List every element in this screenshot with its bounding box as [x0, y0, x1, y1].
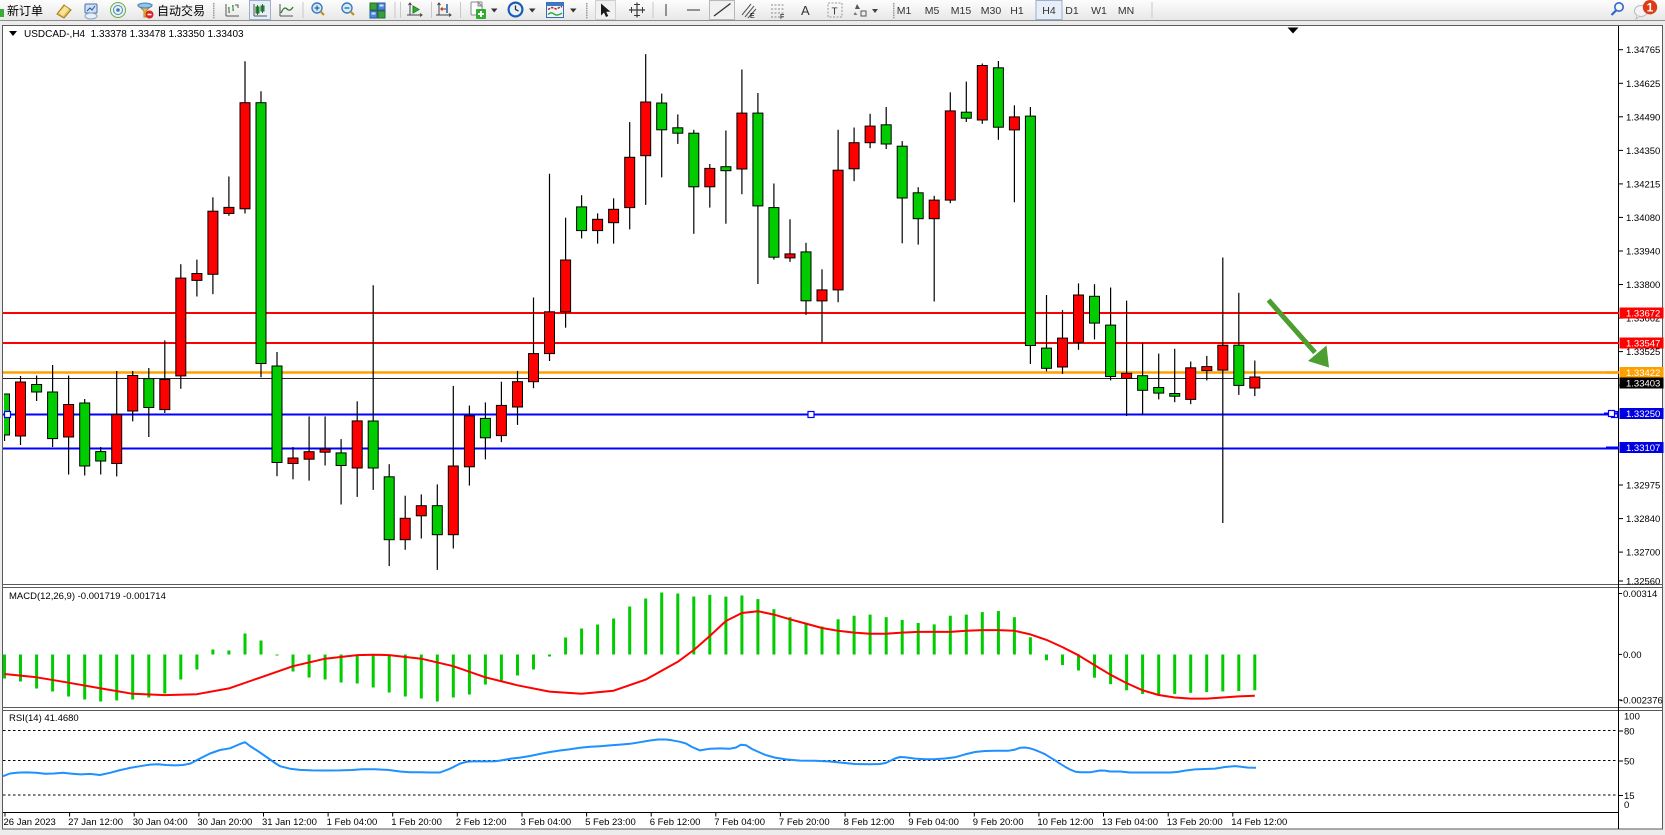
svg-text:50: 50 — [1624, 757, 1635, 768]
svg-text:15: 15 — [1624, 791, 1635, 802]
svg-text:M5: M5 — [925, 5, 940, 17]
svg-text:1.32560: 1.32560 — [1626, 577, 1660, 588]
svg-text:自动交易: 自动交易 — [157, 3, 205, 18]
svg-text:USDCAD-,H4 1.33378 1.33478 1.: USDCAD-,H4 1.33378 1.33478 1.33350 1.334… — [24, 29, 244, 40]
svg-text:1.34625: 1.34625 — [1626, 79, 1660, 90]
svg-text:9 Feb 20:00: 9 Feb 20:00 — [973, 817, 1024, 828]
svg-text:7 Feb 04:00: 7 Feb 04:00 — [714, 817, 765, 828]
svg-text:7 Feb 20:00: 7 Feb 20:00 — [779, 817, 830, 828]
svg-text:1.32975: 1.32975 — [1626, 481, 1660, 492]
svg-text:E: E — [750, 13, 755, 20]
svg-text:M15: M15 — [951, 5, 972, 17]
svg-text:1.33547: 1.33547 — [1626, 339, 1660, 350]
svg-text:1.33525: 1.33525 — [1626, 347, 1660, 358]
svg-text:F: F — [780, 14, 784, 21]
svg-text:1.34765: 1.34765 — [1626, 45, 1660, 56]
svg-text:MACD(12,26,9) -0.001719 -0.001: MACD(12,26,9) -0.001719 -0.001714 — [9, 591, 166, 602]
svg-text:1.33250: 1.33250 — [1626, 409, 1660, 420]
svg-text:30 Jan 04:00: 30 Jan 04:00 — [133, 817, 188, 828]
svg-text:3 Feb 04:00: 3 Feb 04:00 — [521, 817, 572, 828]
svg-text:1.33107: 1.33107 — [1626, 443, 1660, 454]
svg-text:1.34350: 1.34350 — [1626, 146, 1660, 157]
svg-text:0.00: 0.00 — [1623, 650, 1642, 661]
svg-text:5 Feb 23:00: 5 Feb 23:00 — [585, 817, 636, 828]
svg-text:1.33422: 1.33422 — [1626, 368, 1660, 379]
svg-text:1.34080: 1.34080 — [1626, 213, 1660, 224]
svg-text:31 Jan 12:00: 31 Jan 12:00 — [262, 817, 317, 828]
svg-text:26 Jan 2023: 26 Jan 2023 — [4, 817, 56, 828]
svg-text:M1: M1 — [897, 5, 912, 17]
svg-text:30 Jan 20:00: 30 Jan 20:00 — [197, 817, 252, 828]
svg-text:H4: H4 — [1042, 5, 1056, 17]
svg-text:W1: W1 — [1091, 5, 1107, 17]
svg-text:新订单: 新订单 — [7, 3, 43, 18]
svg-text:1.33662: 1.33662 — [1626, 314, 1660, 325]
svg-text:0: 0 — [1624, 800, 1629, 811]
svg-text:1.32840: 1.32840 — [1626, 514, 1660, 525]
svg-text:1.33403: 1.33403 — [1626, 379, 1660, 390]
svg-text:1.33940: 1.33940 — [1626, 247, 1660, 258]
svg-text:-0.002376: -0.002376 — [1620, 696, 1663, 707]
svg-text:RSI(14) 41.4680: RSI(14) 41.4680 — [9, 713, 79, 724]
svg-text:1.34215: 1.34215 — [1626, 179, 1660, 190]
svg-text:0.00314: 0.00314 — [1623, 589, 1657, 600]
svg-text:T: T — [832, 7, 838, 18]
svg-text:1 Feb 04:00: 1 Feb 04:00 — [327, 817, 378, 828]
svg-text:1.34490: 1.34490 — [1626, 112, 1660, 123]
svg-text:M30: M30 — [981, 5, 1002, 17]
svg-text:1.33672: 1.33672 — [1626, 309, 1660, 320]
svg-text:27 Jan 12:00: 27 Jan 12:00 — [68, 817, 123, 828]
svg-text:80: 80 — [1624, 727, 1635, 738]
svg-text:1 Feb 20:00: 1 Feb 20:00 — [391, 817, 442, 828]
svg-text:9 Feb 04:00: 9 Feb 04:00 — [908, 817, 959, 828]
svg-text:10 Feb 12:00: 10 Feb 12:00 — [1037, 817, 1093, 828]
svg-text:1: 1 — [1647, 1, 1654, 15]
svg-text:A: A — [801, 3, 810, 18]
svg-text:100: 100 — [1624, 712, 1640, 723]
svg-text:6 Feb 12:00: 6 Feb 12:00 — [650, 817, 701, 828]
svg-text:8 Feb 12:00: 8 Feb 12:00 — [844, 817, 895, 828]
svg-text:H1: H1 — [1010, 5, 1024, 17]
svg-text:14 Feb 12:00: 14 Feb 12:00 — [1231, 817, 1287, 828]
svg-text:1.33800: 1.33800 — [1626, 280, 1660, 291]
svg-text:2 Feb 12:00: 2 Feb 12:00 — [456, 817, 507, 828]
svg-text:D1: D1 — [1065, 5, 1079, 17]
svg-text:MN: MN — [1118, 5, 1134, 17]
svg-text:13 Feb 20:00: 13 Feb 20:00 — [1167, 817, 1223, 828]
svg-text:1.32700: 1.32700 — [1626, 548, 1660, 559]
svg-text:13 Feb 04:00: 13 Feb 04:00 — [1102, 817, 1158, 828]
